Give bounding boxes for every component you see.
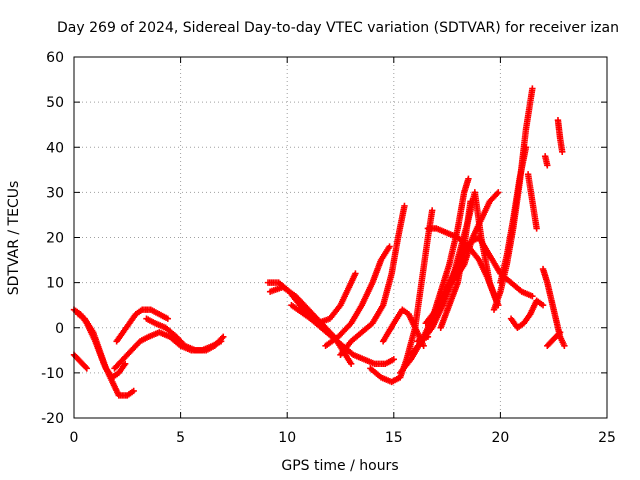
y-axis-label: SDTVAR / TECUs — [6, 181, 22, 296]
data-point — [529, 292, 536, 300]
series-arc-25 — [539, 265, 568, 349]
y-tick-label: -10 — [41, 366, 64, 382]
data-point — [121, 360, 129, 368]
data-point — [495, 189, 502, 196]
x-tick-label: 0 — [70, 430, 79, 446]
data-point — [428, 207, 436, 214]
y-tick-label: 40 — [46, 140, 64, 156]
data-point — [401, 202, 408, 210]
data-point — [386, 243, 393, 250]
y-tick-label: 50 — [46, 95, 64, 111]
x-axis-label: GPS time / hours — [281, 458, 398, 474]
y-tick-label: 20 — [46, 231, 64, 247]
data-point — [347, 360, 355, 368]
series-arc-27 — [554, 116, 566, 155]
data-point — [164, 315, 172, 322]
data-point — [218, 334, 226, 342]
x-tick-label: 15 — [385, 430, 403, 446]
x-tick-label: 5 — [176, 430, 185, 446]
data-point — [561, 342, 568, 349]
y-tick-label: 10 — [46, 276, 64, 292]
series-arc-19 — [443, 189, 502, 291]
data-point — [559, 148, 566, 155]
data-points — [70, 85, 568, 399]
data-point — [555, 330, 563, 337]
data-point — [467, 198, 474, 205]
series-arc-21 — [497, 144, 530, 286]
data-point — [130, 387, 137, 395]
data-point — [556, 329, 564, 336]
data-point — [82, 364, 89, 371]
y-tick-label: 60 — [46, 50, 64, 66]
data-point — [522, 144, 530, 151]
data-point — [544, 162, 551, 169]
data-point — [390, 356, 397, 363]
y-tick-label: -20 — [41, 411, 64, 427]
axes: 0 5 10 15 20 25 -20 -10 0 10 20 30 40 50 60 — [41, 50, 616, 446]
series-arc-5 — [113, 306, 172, 345]
data-point — [539, 301, 547, 309]
series-arc-24 — [541, 153, 551, 169]
data-point — [529, 85, 536, 92]
data-point — [465, 175, 472, 183]
data-point — [83, 365, 90, 372]
y-tick-label: 0 — [55, 321, 64, 337]
data-point — [220, 333, 227, 340]
series-arc-3 — [75, 311, 129, 381]
series-arc-23 — [524, 171, 540, 232]
data-point — [424, 333, 432, 340]
y-tick-label: 30 — [46, 185, 64, 201]
data-point — [493, 190, 501, 197]
series-arc-22 — [507, 297, 547, 331]
x-tick-label: 10 — [278, 430, 296, 446]
x-tick-label: 20 — [491, 430, 509, 446]
series-arc-6 — [143, 315, 227, 354]
series-arc-9 — [288, 270, 359, 327]
series-arc-26 — [544, 329, 564, 349]
x-tick-label: 25 — [598, 430, 616, 446]
chart-title: Day 269 of 2024, Sidereal Day-to-day VTE… — [57, 20, 619, 36]
series-arc-28 — [414, 333, 432, 345]
series-arc-10 — [322, 243, 393, 349]
data-point — [533, 225, 540, 232]
series-arc-11 — [337, 202, 408, 359]
data-point — [352, 270, 359, 277]
